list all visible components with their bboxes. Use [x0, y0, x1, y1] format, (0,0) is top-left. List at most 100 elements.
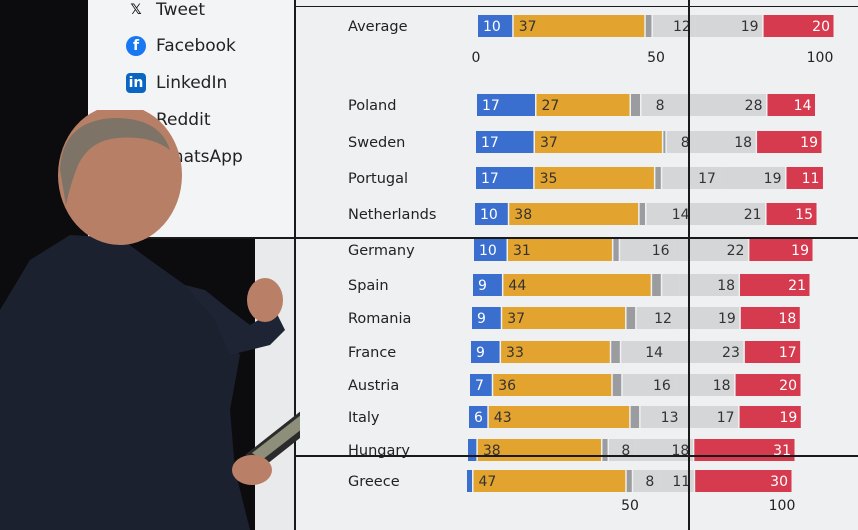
bar-hungary-value-label: 8 [621, 443, 630, 459]
presenter [0, 110, 300, 530]
bar-netherlands-segment [694, 203, 766, 225]
bar-romania-segment [472, 307, 501, 329]
share-item-label: Facebook [156, 36, 236, 56]
bar-poland-value-label: 27 [542, 98, 560, 114]
average-bar-segment [645, 15, 652, 37]
linkedin-icon: in [126, 73, 146, 93]
bar-portugal-segment [662, 167, 721, 189]
bar-austria-segment [470, 374, 492, 396]
bar-greece-segment [695, 470, 792, 492]
category-label: France [348, 345, 396, 361]
bar-greece-value-label: 47 [479, 474, 497, 490]
bar-greece-segment [633, 470, 660, 492]
bar-greece-segment [473, 470, 626, 492]
presenter-arm [185, 285, 285, 355]
screen-seam-vertical [294, 0, 296, 530]
average-bar-value-label: 37 [519, 19, 537, 35]
bar-portugal-segment [786, 167, 823, 189]
bar-germany-segment [508, 239, 612, 261]
bar-germany-value-label: 31 [513, 243, 531, 259]
bar-italy-segment [488, 406, 630, 428]
share-item-linkedin[interactable]: in LinkedIn [126, 73, 227, 93]
bar-portugal-segment [534, 167, 654, 189]
bar-sweden-value-label: 17 [481, 135, 499, 151]
bar-netherlands-segment [639, 203, 645, 225]
average-bar-value-label: 20 [812, 19, 830, 35]
bar-italy-segment [469, 406, 488, 428]
category-label: Average [348, 19, 408, 35]
bar-austria-value-label: 7 [475, 378, 484, 394]
bar-greece-value-label: 30 [770, 474, 788, 490]
bar-germany-value-label: 16 [652, 243, 670, 259]
bar-portugal-value-label: 11 [802, 171, 820, 187]
bar-italy-segment [640, 406, 684, 428]
bar-portugal-segment [655, 167, 661, 189]
bar-romania-segment [626, 307, 636, 329]
bar-france-value-label: 23 [722, 345, 740, 361]
bar-romania-segment [676, 307, 740, 329]
bar-portugal-value-label: 19 [764, 171, 782, 187]
bar-austria-value-label: 20 [779, 378, 797, 394]
bar-netherlands-value-label: 10 [480, 207, 498, 223]
bar-germany-value-label: 22 [727, 243, 745, 259]
average-bar-value-label: 19 [741, 19, 759, 35]
screen-seam-horizontal [294, 455, 858, 457]
presenter-suit [0, 235, 250, 530]
bar-greece-segment [467, 470, 473, 492]
presenter-hair [60, 118, 170, 205]
bar-italy-segment [683, 406, 739, 428]
bar-portugal-value-label: 17 [698, 171, 716, 187]
bar-hungary-segment [602, 439, 608, 461]
bar-poland-segment [767, 94, 815, 116]
bar-poland-value-label: 8 [656, 98, 665, 114]
bar-austria-segment [675, 374, 735, 396]
bar-sweden-value-label: 37 [540, 135, 558, 151]
average-bar-value-label: 12 [673, 19, 691, 35]
bar-austria-value-label: 36 [498, 378, 516, 394]
bar-netherlands-value-label: 14 [672, 207, 690, 223]
bar-netherlands-segment [646, 203, 695, 225]
facebook-icon: f [126, 36, 146, 56]
bar-poland-segment [641, 94, 670, 116]
bar-sweden-segment [663, 131, 666, 153]
share-item-facebook[interactable]: f Facebook [126, 36, 236, 56]
category-label: Spain [348, 278, 389, 294]
bar-romania-value-label: 9 [477, 311, 486, 327]
screen-seam-horizontal [88, 237, 858, 239]
bar-spain-value-label: 9 [478, 278, 487, 294]
category-label: Netherlands [348, 207, 436, 223]
share-item-tweet[interactable]: 𝕏 Tweet [126, 0, 205, 20]
bar-greece-value-label: 11 [672, 474, 690, 490]
screen-seam-vertical [688, 0, 690, 530]
bar-netherlands-value-label: 15 [795, 207, 813, 223]
bar-italy-value-label: 17 [717, 410, 735, 426]
bar-hungary-segment [468, 439, 477, 461]
bar-france-value-label: 9 [476, 345, 485, 361]
bar-spain-value-label: 44 [508, 278, 526, 294]
bar-poland-segment [536, 94, 630, 116]
x-tick-label: 100 [769, 498, 796, 514]
category-label: Greece [348, 474, 400, 490]
bar-germany-segment [749, 239, 813, 261]
category-label: Portugal [348, 171, 408, 187]
bar-italy-value-label: 19 [779, 410, 797, 426]
bar-spain-segment [503, 274, 651, 296]
bar-italy-segment [630, 406, 640, 428]
average-bar-segment [763, 15, 834, 37]
category-label: Romania [348, 311, 411, 327]
average-bar-segment [478, 15, 513, 37]
bar-germany-segment [674, 239, 748, 261]
bar-france-segment [611, 341, 620, 363]
bar-sweden-value-label: 8 [681, 135, 690, 151]
bar-germany-segment [620, 239, 675, 261]
bar-greece-value-label: 8 [645, 474, 654, 490]
bar-romania-value-label: 12 [654, 311, 672, 327]
x-tick-label: 50 [647, 50, 665, 66]
bar-france-value-label: 14 [645, 345, 663, 361]
bar-austria-segment [735, 374, 801, 396]
bar-poland-value-label: 28 [745, 98, 763, 114]
bar-romania-value-label: 37 [507, 311, 525, 327]
share-item-label: Tweet [156, 0, 206, 20]
